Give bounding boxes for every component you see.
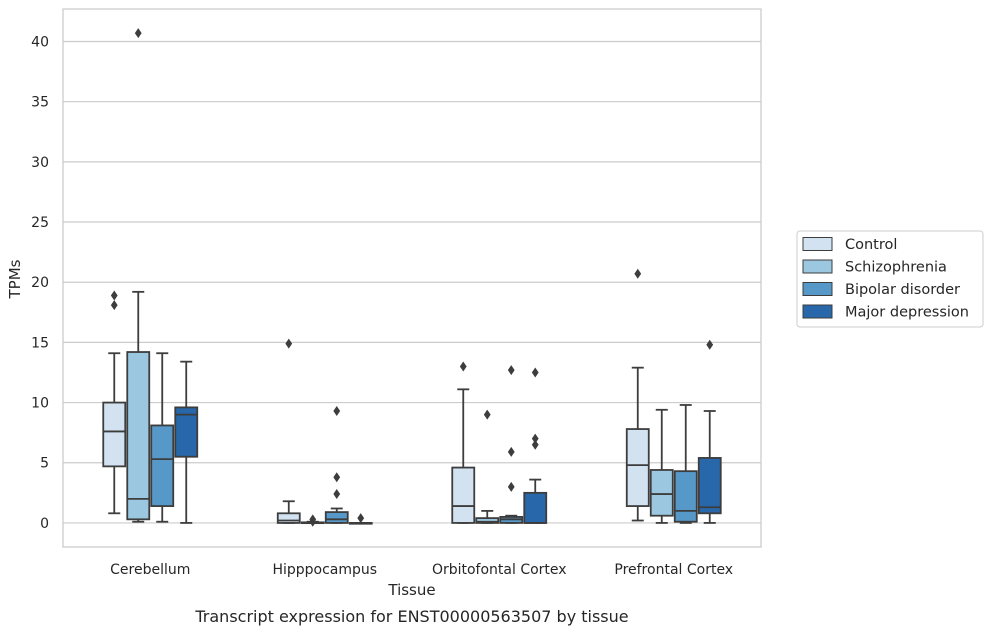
outlier-point [507,446,515,457]
box-0-0 [102,290,127,515]
legend-swatch-1 [802,259,833,274]
box-iqr [126,351,151,521]
box-3-3 [697,339,722,524]
outlier-point [531,439,539,450]
y-tick-labels: 0 5 10 15 20 25 30 35 40 [31,34,49,531]
x-tick-label-3: Prefrontal Cortex [614,562,733,578]
y-tick-label-0: 0 [40,516,49,532]
outlier-point [531,433,539,444]
legend-label-0: Control [845,237,897,253]
box-3-1 [348,513,373,525]
outlier-point [333,489,341,500]
box-iqr [523,491,548,524]
box-2-0 [150,352,175,523]
box-iqr [174,406,199,458]
outlier-point [333,405,341,416]
outlier-point [706,339,714,350]
legend-label-3: Major depression [845,305,969,321]
y-tick-label-35: 35 [31,95,49,111]
plot-frame [62,8,762,548]
box-0-3 [625,268,650,522]
x-tick-label-1: Hipppocampus [272,562,377,578]
outlier-point [134,28,142,39]
box-1-3 [649,408,674,524]
y-axis-title: TPMs [6,259,24,299]
box-1-2 [475,409,500,524]
outlier-point [333,472,341,483]
y-tick-label-5: 5 [40,456,49,472]
legend-frame [796,230,984,328]
outlier-point [459,361,467,372]
y-tick-label-15: 15 [31,335,49,351]
legend-label-1: Schizophrenia [845,260,947,276]
outlier-point [110,290,118,301]
y-tick-label-25: 25 [31,215,49,231]
figure-caption: Transcript expression for ENST0000056350… [194,607,628,626]
box-3-2 [523,367,548,524]
outlier-point [634,268,642,279]
box-1-1 [300,514,325,527]
box-2-2 [499,365,524,524]
x-axis-title: Tissue [387,581,435,599]
outlier-point [285,338,293,349]
y-gridlines [63,40,761,524]
x-tick-label-0: Cerebellum [110,562,190,578]
box-3-0 [174,360,199,524]
x-tick-label-2: Orbitofontal Cortex [432,562,567,578]
box-iqr [625,428,650,507]
box-iqr [673,470,698,523]
outlier-point [483,409,491,420]
box-iqr [451,466,476,524]
outlier-point [531,367,539,378]
y-tick-label-20: 20 [31,275,49,291]
y-tick-label-30: 30 [31,155,49,171]
box-2-1 [324,405,349,524]
outlier-point [309,516,317,527]
box-iqr [276,512,301,524]
box-1-0 [126,28,151,523]
outlier-point [357,513,365,524]
outlier-point [507,481,515,492]
box-0-2 [451,361,476,524]
y-tick-label-40: 40 [31,34,49,50]
outlier-point [507,365,515,376]
y-tick-label-10: 10 [31,396,49,412]
box-iqr [697,457,722,515]
legend-swatch-2 [802,282,833,296]
box-iqr [102,401,127,468]
box-iqr [324,511,349,524]
boxes [102,28,722,527]
box-iqr [649,469,674,517]
outlier-point [110,300,118,311]
x-tick-labels: Cerebellum Hipppocampus Orbitofontal Corte… [110,562,733,578]
box-iqr [150,424,175,507]
box-iqr [475,517,500,524]
box-2-3 [673,404,698,524]
legend-label-2: Bipolar disorder [845,282,960,298]
box-0-1 [276,338,301,524]
legend-swatch-0 [802,237,833,251]
legend: Control Schizophrenia Bipolar disorder Majo… [796,230,984,328]
legend-swatch-3 [802,304,833,319]
